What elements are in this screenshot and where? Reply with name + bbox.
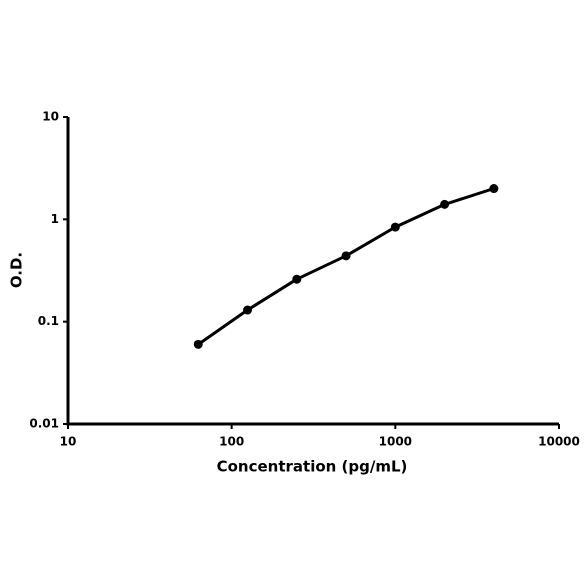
x-tick-label: 10 xyxy=(60,435,77,449)
data-point xyxy=(341,251,351,261)
x-axis-title: Concentration (pg/mL) xyxy=(217,458,408,476)
y-tick-label: 1 xyxy=(51,212,59,226)
y-tick-label: 10 xyxy=(42,110,59,124)
y-tick-label: 0.01 xyxy=(29,417,59,431)
x-tick-label: 100 xyxy=(219,435,244,449)
data-point xyxy=(390,222,400,232)
data-line xyxy=(197,187,495,346)
y-axis-title: O.D. xyxy=(8,252,26,288)
data-point xyxy=(489,184,499,194)
data-point xyxy=(440,199,450,209)
data-point xyxy=(243,305,253,315)
x-tick-label: 10000 xyxy=(538,435,580,449)
data-point xyxy=(193,339,203,349)
data-point xyxy=(292,274,302,284)
x-tick-label: 1000 xyxy=(379,435,412,449)
y-tick-label: 0.1 xyxy=(38,314,59,328)
